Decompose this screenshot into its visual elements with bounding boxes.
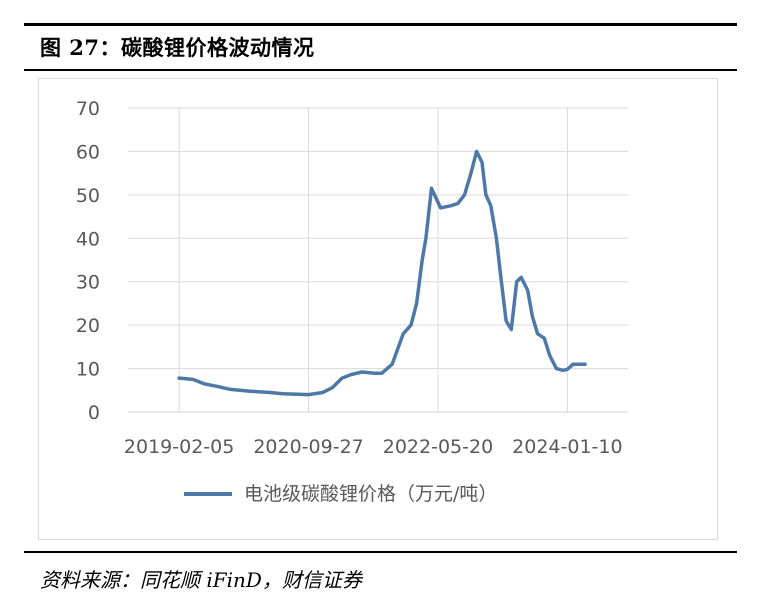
top-rule: [24, 23, 737, 26]
x-tick-label-0: 2019-02-05: [124, 436, 234, 458]
y-tick-label-50: 50: [76, 185, 100, 207]
legend-label-0: 电池级碳酸锂价格（万元/吨）: [244, 483, 497, 505]
title-rule: [24, 69, 737, 71]
y-tick-label-0: 0: [88, 402, 100, 424]
source-note: 资料来源：同花顺 iFinD，财信证券: [40, 568, 362, 592]
y-tick-label-70: 70: [76, 98, 100, 120]
x-tick-label-1: 2020-09-27: [253, 436, 363, 458]
axis-layer: 0 10 20 30 40 50 60 70 2019-02-05 2020-09-27 2022-…: [76, 98, 628, 458]
y-tick-label-30: 30: [76, 272, 100, 294]
series-line-0: [177, 149, 587, 397]
y-tick-label-10: 10: [76, 359, 100, 381]
y-tick-label-20: 20: [76, 315, 100, 337]
chart-frame: [38, 78, 718, 540]
figure-title: 图 27：碳酸锂价格波动情况: [40, 35, 315, 60]
legend-layer: 电池级碳酸锂价格（万元/吨）: [184, 483, 497, 505]
x-tick-label-2: 2022-05-20: [383, 436, 493, 458]
series-layer: [177, 149, 587, 397]
bottom-rule: [24, 551, 737, 553]
grid-layer: [128, 107, 628, 412]
x-tick-label-3: 2024-01-10: [512, 436, 622, 458]
y-tick-label-40: 40: [76, 228, 100, 250]
y-tick-label-60: 60: [76, 141, 100, 163]
